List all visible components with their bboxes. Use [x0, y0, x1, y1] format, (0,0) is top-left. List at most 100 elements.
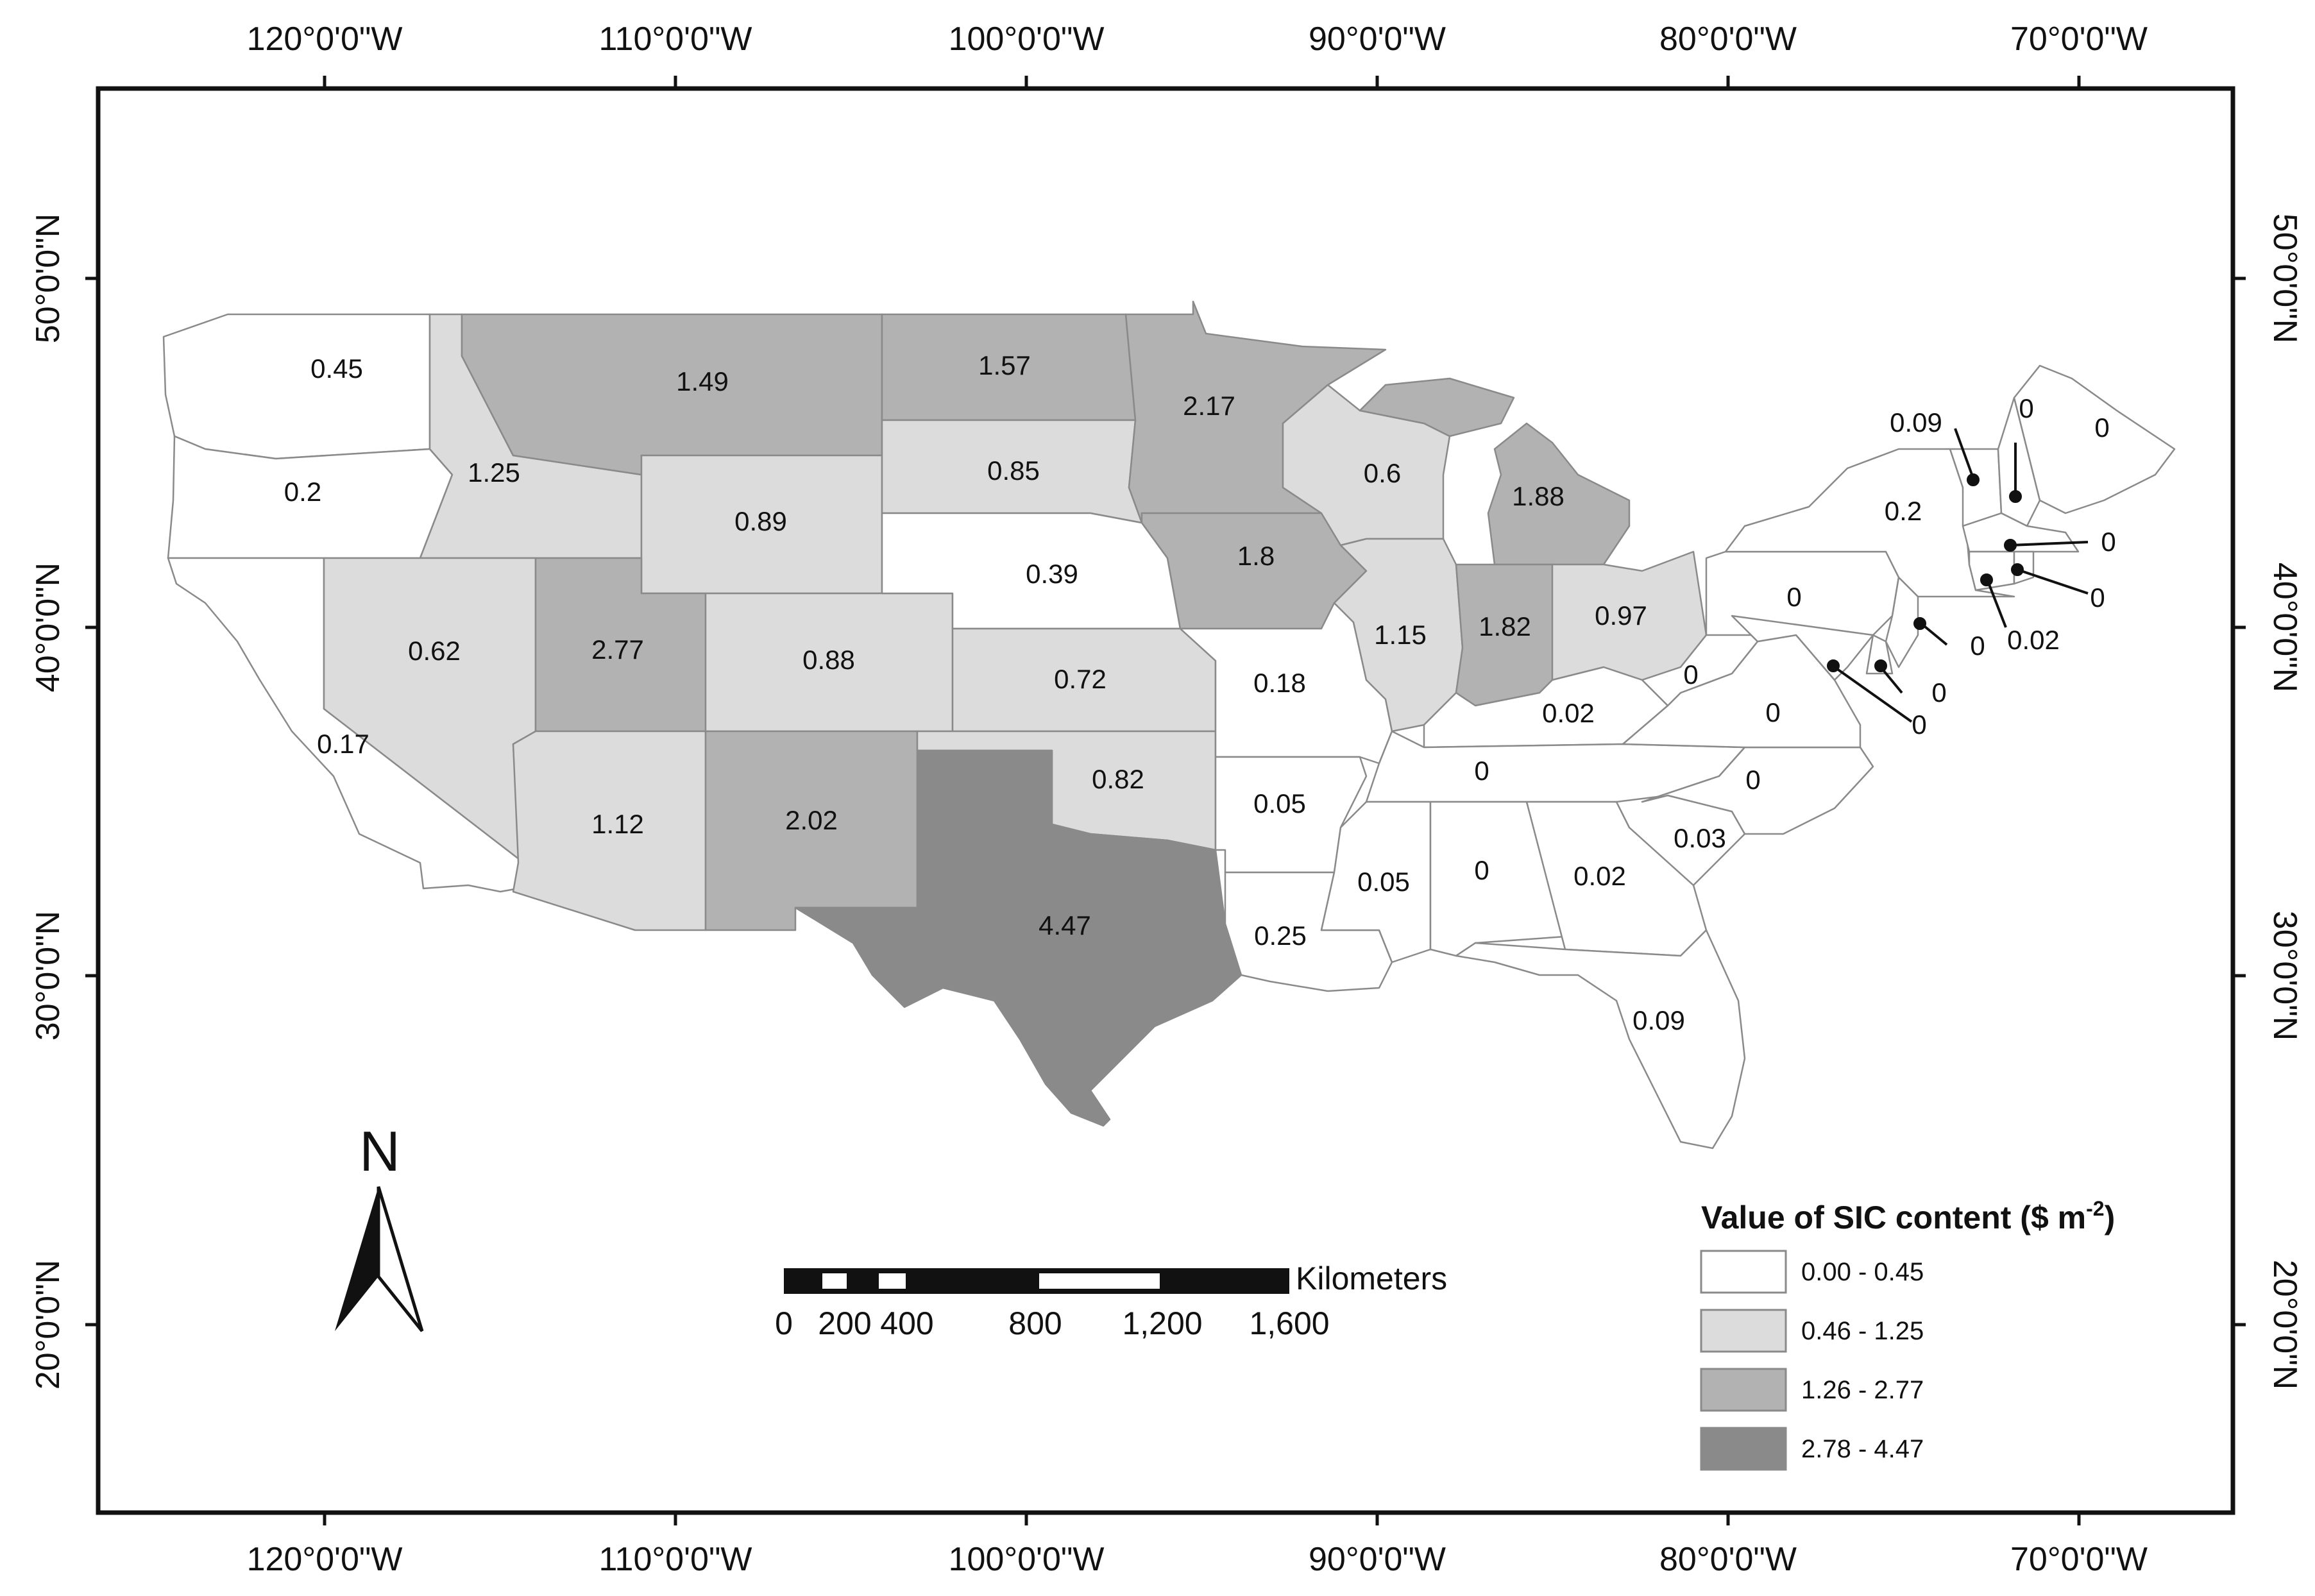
label-tn: 0	[1474, 756, 1489, 786]
label-co: 0.88	[802, 645, 855, 675]
label-la: 0.25	[1254, 921, 1307, 951]
label-ks: 0.72	[1054, 664, 1107, 694]
state-value-labels: 0.45 0.2 0.17 1.25 0.62 1.49 0.89 2.77 1…	[284, 350, 2116, 1035]
lon-label-top-70w: 70°0'0"W	[2010, 21, 2148, 58]
bottom-longitude-labels: 120°0'0"W 110°0'0"W 100°0'0"W 90°0'0"W 8…	[247, 1541, 2148, 1578]
label-ut: 2.77	[591, 634, 644, 665]
lat-label-right-20n: 20°0'0"N	[2266, 1260, 2303, 1389]
legend: Value of SIC content ($ m-2) 0.00 - 0.45…	[1700, 1197, 2115, 1471]
north-arrow-label: N	[359, 1119, 400, 1183]
legend-swatch-1	[1700, 1309, 1787, 1353]
leader-lines	[1827, 428, 2089, 723]
label-nd: 1.57	[978, 350, 1031, 380]
label-sc: 0.03	[1674, 823, 1726, 853]
scale-tick-0: 0	[775, 1305, 793, 1341]
scale-tick-400: 400	[880, 1305, 933, 1341]
label-nm: 2.02	[785, 805, 838, 835]
label-wy: 0.89	[734, 506, 787, 536]
label-ri: 0	[2090, 582, 2105, 613]
label-ny: 0.2	[1885, 496, 1922, 526]
label-az: 1.12	[591, 809, 644, 839]
scale-bar-outline	[784, 1268, 1289, 1294]
label-tx: 4.47	[1039, 910, 1091, 940]
state-tx	[794, 749, 1242, 1127]
lat-label-left-50n: 50°0'0"N	[30, 214, 67, 343]
north-arrow: N	[335, 1119, 424, 1332]
label-wa: 0.45	[310, 353, 363, 384]
state-fl	[1455, 929, 1746, 1150]
legend-swatch-3	[1700, 1427, 1787, 1471]
state-wi	[1282, 384, 1451, 547]
scale-tick-1200: 1,200	[1122, 1305, 1202, 1341]
lon-label-bottom-90w: 90°0'0"W	[1309, 1541, 1446, 1578]
label-wv: 0	[1683, 659, 1698, 690]
state-mi	[1359, 377, 1631, 566]
state-pa	[1705, 550, 1900, 636]
label-ok: 0.82	[1092, 764, 1144, 794]
lon-label-bottom-100w: 100°0'0"W	[949, 1541, 1105, 1578]
label-va: 0	[1765, 697, 1780, 727]
lon-label-top-90w: 90°0'0"W	[1309, 21, 1446, 58]
legend-label-3: 2.78 - 4.47	[1801, 1435, 1924, 1463]
lon-label-bottom-120w: 120°0'0"W	[247, 1541, 403, 1578]
label-wi: 0.6	[1364, 458, 1401, 488]
label-nj: 0	[1970, 631, 1985, 661]
label-mi: 1.88	[1512, 481, 1565, 511]
scale-seg-1	[822, 1273, 847, 1289]
left-latitude-labels: 50°0'0"N 40°0'0"N 30°0'0"N 20°0'0"N	[30, 214, 67, 1389]
state-me	[2013, 364, 2176, 514]
label-al: 0	[1474, 855, 1489, 885]
label-fl: 0.09	[1632, 1005, 1685, 1035]
label-nc: 0	[1745, 765, 1760, 795]
lat-label-left-20n: 20°0'0"N	[30, 1260, 67, 1389]
scale-seg-3	[1039, 1273, 1160, 1289]
lat-label-left-30n: 30°0'0"N	[30, 911, 67, 1040]
label-ar: 0.05	[1253, 788, 1306, 819]
legend-title: Value of SIC content ($ m-2)	[1701, 1197, 2115, 1235]
label-in: 1.82	[1479, 611, 1531, 641]
lat-label-left-40n: 40°0'0"N	[30, 563, 67, 692]
label-id: 1.25	[468, 457, 520, 488]
lon-label-top-110w: 110°0'0"W	[598, 21, 752, 58]
legend-label-1: 0.46 - 1.25	[1801, 1317, 1924, 1345]
label-me: 0	[2094, 412, 2109, 443]
state-ms	[1320, 801, 1432, 964]
legend-label-0: 0.00 - 0.45	[1801, 1258, 1924, 1286]
lon-label-top-80w: 80°0'0"W	[1659, 21, 1797, 58]
label-vt: 0.09	[1890, 407, 1942, 437]
lon-label-bottom-70w: 70°0'0"W	[2010, 1541, 2148, 1578]
state-nh	[1997, 396, 2041, 527]
label-il: 1.15	[1374, 620, 1427, 650]
legend-swatch-2	[1700, 1368, 1787, 1412]
label-mt: 1.49	[676, 366, 729, 396]
lon-label-bottom-80w: 80°0'0"W	[1659, 1541, 1797, 1578]
north-arrow-light-half	[377, 1186, 424, 1332]
label-ia: 1.8	[1237, 541, 1275, 571]
label-ky: 0.02	[1542, 698, 1595, 728]
top-longitude-labels: 120°0'0"W 110°0'0"W 100°0'0"W 90°0'0"W 8…	[247, 21, 2148, 58]
label-nv: 0.62	[408, 636, 461, 666]
label-oh: 0.97	[1595, 600, 1647, 631]
label-ne: 0.39	[1026, 559, 1078, 589]
lon-label-bottom-110w: 110°0'0"W	[598, 1541, 752, 1578]
lat-label-right-30n: 30°0'0"N	[2266, 911, 2303, 1040]
label-mo: 0.18	[1253, 668, 1306, 698]
lat-label-right-50n: 50°0'0"N	[2266, 214, 2303, 343]
scale-tick-1600: 1,600	[1249, 1305, 1329, 1341]
label-ca: 0.17	[317, 729, 369, 759]
lon-label-top-120w: 120°0'0"W	[247, 21, 403, 58]
state-ct	[1968, 550, 2015, 591]
scale-bar-unit: Kilometers	[1296, 1261, 1447, 1296]
state-nc	[1641, 746, 1874, 835]
label-sd: 0.85	[987, 455, 1040, 486]
right-latitude-labels: 50°0'0"N 40°0'0"N 30°0'0"N 20°0'0"N	[2266, 214, 2303, 1389]
label-mn: 2.17	[1183, 391, 1235, 421]
scale-seg-2	[879, 1273, 906, 1289]
label-ct: 0.02	[2007, 625, 2060, 655]
scale-tick-200: 200	[818, 1305, 871, 1341]
scale-bar: Kilometers 0 200 400 800 1,200 1,600	[775, 1261, 1447, 1341]
label-ma: 0	[2101, 527, 2116, 557]
label-md: 0	[1912, 709, 1926, 740]
label-pa: 0	[1786, 582, 1801, 612]
